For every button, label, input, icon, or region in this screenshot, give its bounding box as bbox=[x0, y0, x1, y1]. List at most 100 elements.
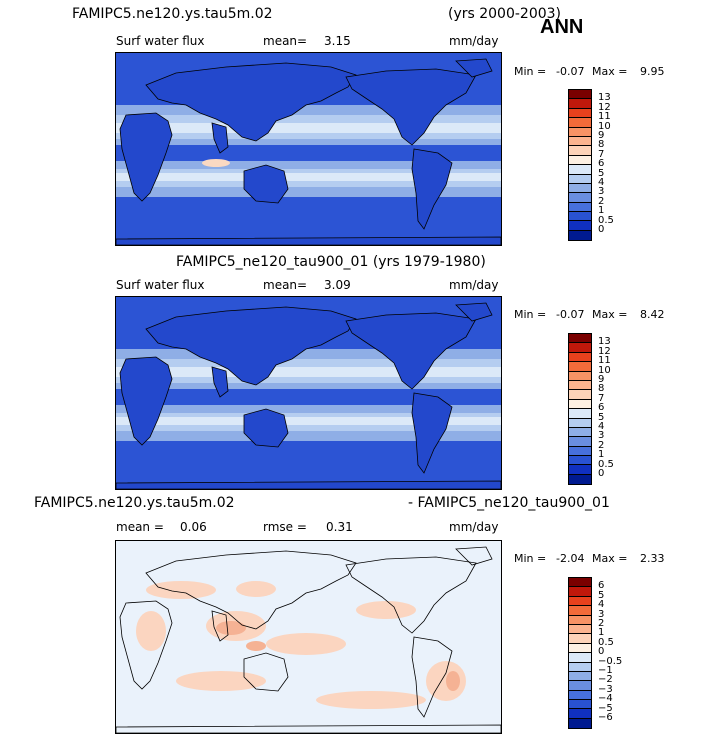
panel3-rmse: 0.31 bbox=[326, 520, 353, 534]
case1-years: (yrs 2000-2003) bbox=[448, 6, 562, 22]
colorbar-tick-label: 5 bbox=[598, 411, 605, 423]
colorbar-swatch bbox=[569, 146, 591, 156]
colorbar-swatch bbox=[569, 183, 591, 194]
colorbar-tick-label: −4 bbox=[598, 693, 613, 705]
colorbar-tick-label: 6 bbox=[598, 402, 605, 414]
map1-svg bbox=[116, 53, 501, 245]
colorbar-tick-label: −2 bbox=[598, 674, 613, 686]
panel2-min: -0.07 bbox=[556, 308, 585, 321]
map3-svg bbox=[116, 541, 501, 733]
colorbar-tick-label: 11 bbox=[598, 111, 611, 123]
colorbar-swatch bbox=[569, 202, 591, 213]
panel2-min-label: Min = bbox=[514, 308, 547, 321]
colorbar-tick-label: 0 bbox=[598, 468, 605, 479]
panel1-max-label: Max = bbox=[592, 65, 628, 78]
map-panel1 bbox=[115, 52, 502, 246]
colorbar-tick-label: 4 bbox=[598, 421, 605, 432]
colorbar-tick-label: 0 bbox=[598, 224, 605, 235]
colorbar-tick-label: 12 bbox=[598, 101, 611, 113]
colorbar-tick-label: 13 bbox=[598, 92, 611, 104]
colorbar-swatch bbox=[569, 700, 591, 710]
colorbar-tick-label: 12 bbox=[598, 345, 611, 357]
panel2-var: Surf water flux bbox=[116, 278, 205, 292]
colorbar-swatch bbox=[569, 634, 591, 644]
panel1-units: mm/day bbox=[449, 34, 499, 48]
colorbar-tick-label: 8 bbox=[598, 139, 605, 151]
panel3-mean-label: mean = bbox=[116, 520, 164, 534]
colorbar-tick-label: 6 bbox=[598, 158, 605, 170]
colorbar-swatch bbox=[569, 343, 591, 353]
colorbar-swatch bbox=[569, 624, 591, 635]
colorbar-swatch bbox=[569, 165, 591, 175]
colorbar-tick-label: 13 bbox=[598, 336, 611, 348]
colorbar-tick-label: 5 bbox=[598, 589, 605, 601]
colorbar-tick-label: 3 bbox=[598, 186, 605, 198]
panel3-case-b: - FAMIPC5_ne120_tau900_01 bbox=[408, 495, 610, 511]
colorbar-swatch bbox=[569, 212, 591, 222]
map2-svg bbox=[116, 297, 501, 489]
colorbar-swatch bbox=[569, 606, 591, 616]
colorbar1 bbox=[568, 89, 592, 242]
colorbar-tick-label: 0.5 bbox=[598, 636, 614, 648]
colorbar-tick-label: 4 bbox=[598, 177, 605, 188]
colorbar-swatch bbox=[569, 399, 591, 410]
season-label: ANN bbox=[540, 16, 584, 38]
colorbar-swatch bbox=[569, 578, 591, 588]
map-panel2 bbox=[115, 296, 502, 490]
colorbar-tick-label: 10 bbox=[598, 364, 611, 376]
colorbar-swatch bbox=[569, 221, 591, 231]
case1-title: FAMIPC5.ne120.ys.tau5m.02 bbox=[72, 6, 273, 22]
colorbar-tick-label: 3 bbox=[598, 430, 605, 442]
colorbar-tick-label: 1 bbox=[598, 449, 605, 461]
colorbar-tick-label: 6 bbox=[598, 580, 605, 592]
colorbar-tick-label: 7 bbox=[598, 148, 605, 160]
colorbar-tick-label: −6 bbox=[598, 712, 613, 723]
map-panel3 bbox=[115, 540, 502, 734]
panel2-max: 8.42 bbox=[640, 308, 665, 321]
colorbar-tick-label: 7 bbox=[598, 392, 605, 404]
colorbar-tick-label: −0.5 bbox=[598, 655, 623, 667]
panel1-max: 9.95 bbox=[640, 65, 665, 78]
colorbar-swatch bbox=[569, 671, 591, 682]
colorbar-tick-label: 1 bbox=[598, 627, 605, 639]
panel3-units: mm/day bbox=[449, 520, 499, 534]
colorbar-swatch bbox=[569, 718, 591, 729]
colorbar-swatch bbox=[569, 456, 591, 466]
colorbar-tick-label: −3 bbox=[598, 683, 613, 695]
colorbar-swatch bbox=[569, 709, 591, 719]
panel3-max: 2.33 bbox=[640, 552, 665, 565]
colorbar-swatch bbox=[569, 437, 591, 447]
colorbar-tick-label: 10 bbox=[598, 120, 611, 132]
colorbar-tick-label: 8 bbox=[598, 383, 605, 395]
colorbar3 bbox=[568, 577, 592, 730]
panel3-rmse-label: rmse = bbox=[263, 520, 307, 534]
colorbar-swatch bbox=[569, 474, 591, 485]
colorbar-tick-label: 0 bbox=[598, 646, 605, 658]
panel3-min: -2.04 bbox=[556, 552, 585, 565]
colorbar-tick-label: 2 bbox=[598, 618, 605, 629]
colorbar-swatch bbox=[569, 653, 591, 663]
colorbar-tick-label: 9 bbox=[598, 130, 605, 141]
colorbar-tick-label: 11 bbox=[598, 355, 611, 367]
colorbar-swatch bbox=[569, 155, 591, 166]
panel1-mean-label: mean= bbox=[263, 34, 308, 48]
colorbar-swatch bbox=[569, 596, 591, 607]
colorbar-tick-label: 2 bbox=[598, 439, 605, 451]
colorbar-tick-label: −5 bbox=[598, 702, 613, 714]
panel1-min: -0.07 bbox=[556, 65, 585, 78]
panel1-min-label: Min = bbox=[514, 65, 547, 78]
colorbar-swatch bbox=[569, 418, 591, 428]
colorbar-tick-label: 0.5 bbox=[598, 214, 614, 226]
colorbar-swatch bbox=[569, 362, 591, 372]
panel3-min-label: Min = bbox=[514, 552, 547, 565]
colorbar-swatch bbox=[569, 390, 591, 400]
colorbar-swatch bbox=[569, 99, 591, 109]
colorbar-tick-label: 5 bbox=[598, 167, 605, 179]
colorbar-swatch bbox=[569, 643, 591, 654]
colorbar-swatch bbox=[569, 174, 591, 184]
panel3-case-a: FAMIPC5.ne120.ys.tau5m.02 bbox=[34, 495, 235, 511]
colorbar2 bbox=[568, 333, 592, 486]
colorbar-swatch bbox=[569, 380, 591, 391]
colorbar-swatch bbox=[569, 334, 591, 344]
colorbar-swatch bbox=[569, 465, 591, 475]
